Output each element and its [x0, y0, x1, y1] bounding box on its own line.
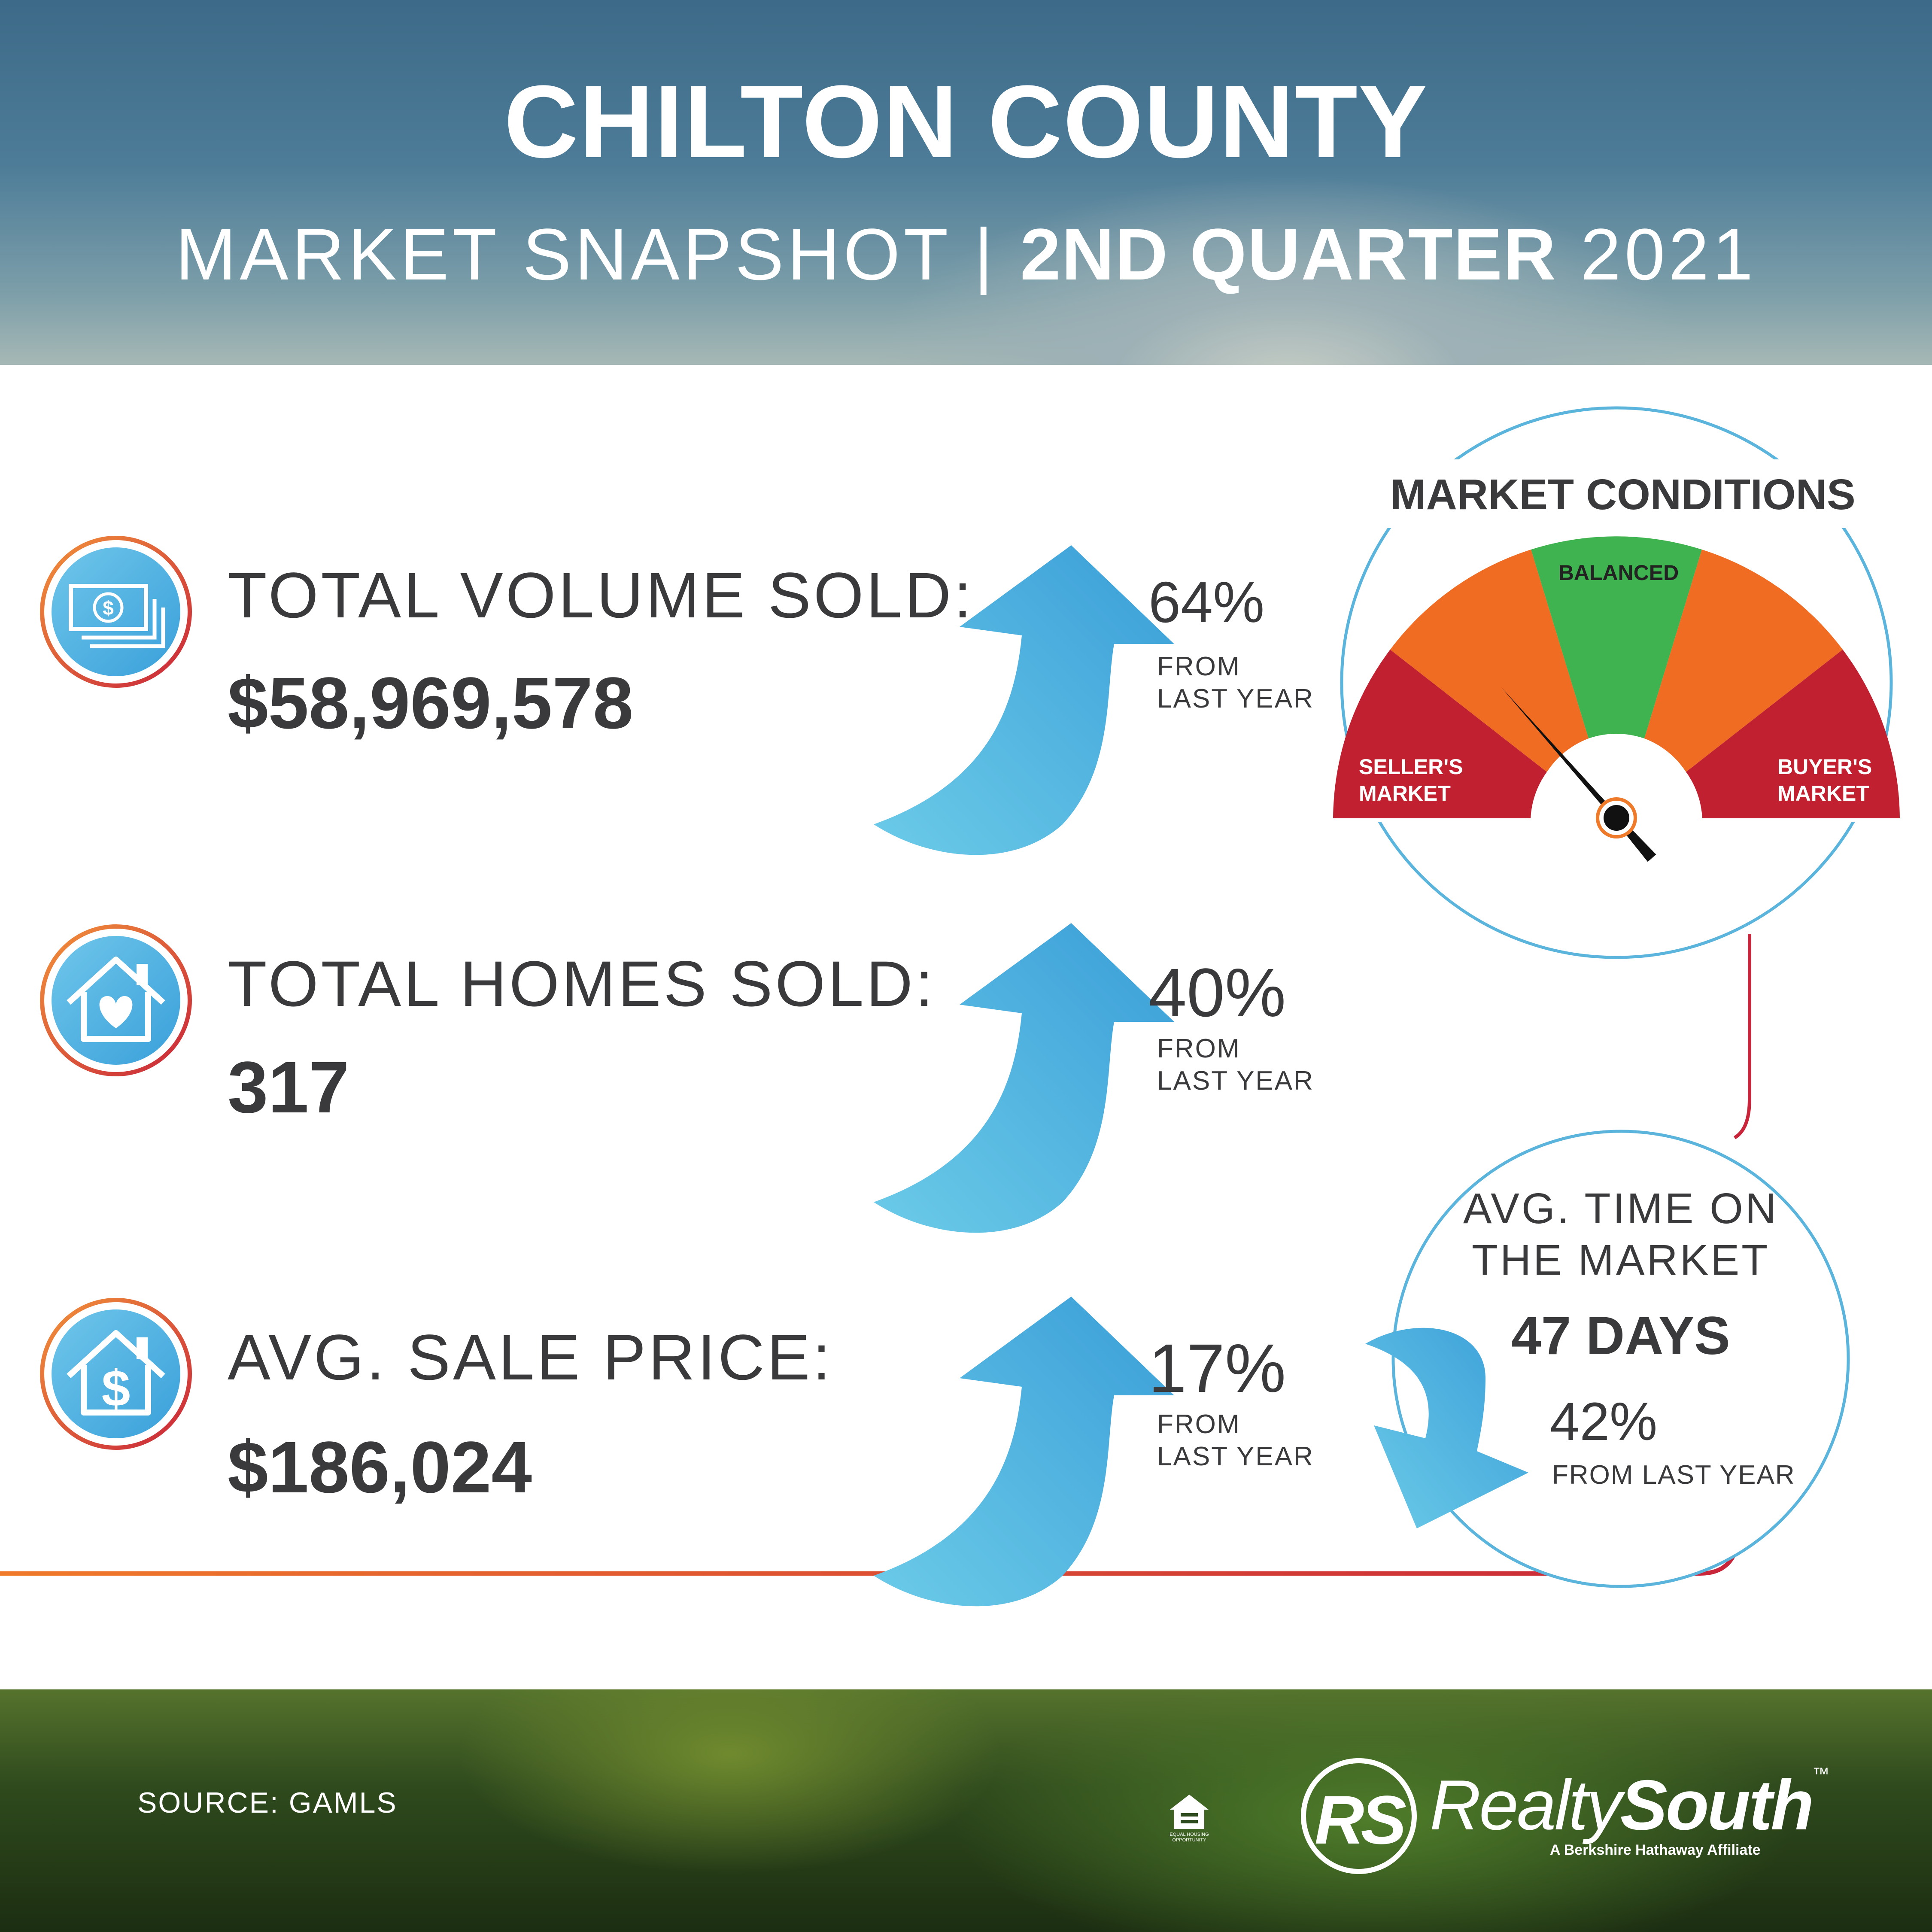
sellers-line: SELLER'S: [1359, 755, 1463, 779]
buyers-line: BUYER'S: [1777, 755, 1872, 779]
money-bill-icon: $: [40, 536, 192, 688]
stat-price-change: 17%: [1148, 1330, 1286, 1406]
gauge-sector-balanced: [1531, 536, 1702, 738]
from-line: FROM: [1157, 1034, 1241, 1063]
brand-wordmark: RealtySouth™: [1430, 1765, 1829, 1846]
realtysouth-logo: RS RealtySouth™ A Berkshire Hathaway Aff…: [1301, 1756, 1838, 1874]
header-banner: [0, 0, 1932, 365]
gauge-sector-sellers: [1333, 650, 1547, 820]
rs-badge: RS: [1301, 1758, 1417, 1874]
stat-homes-change: 40%: [1148, 954, 1286, 1031]
stat-volume-label: TOTAL VOLUME SOLD:: [228, 559, 974, 631]
connector-line: [1733, 934, 1751, 1139]
stat-volume-value: $58,969,578: [228, 662, 634, 744]
page-title: CHILTON COUNTY: [504, 64, 1428, 179]
tom-line-2: THE MARKET: [1471, 1236, 1770, 1284]
gauge-sector-buyers: [1686, 650, 1900, 820]
time-on-market-value: 47 DAYS: [1511, 1306, 1730, 1366]
stat-volume-change-text: FROM LAST YEAR: [1157, 650, 1314, 715]
time-on-market-label: AVG. TIME ON THE MARKET: [1391, 1183, 1850, 1286]
time-on-market-change-text: FROM LAST YEAR: [1552, 1460, 1795, 1490]
subtitle-year: 2021: [1556, 214, 1757, 295]
subtitle-quarter: 2ND QUARTER: [1020, 214, 1557, 295]
market-gauge: [1331, 406, 1902, 959]
from-line: FROM: [1157, 652, 1241, 681]
brand-south: South: [1620, 1765, 1814, 1844]
from-line: FROM: [1157, 1410, 1241, 1439]
down-arrow-days: [1365, 1327, 1528, 1528]
market-line: MARKET: [1777, 781, 1869, 805]
stat-homes-change-text: FROM LAST YEAR: [1157, 1033, 1314, 1097]
stat-homes-label: TOTAL HOMES SOLD:: [228, 948, 936, 1020]
stat-volume-change: 64%: [1148, 570, 1265, 635]
stat-price-label: AVG. SALE PRICE:: [228, 1321, 833, 1393]
rs-monogram: RS: [1314, 1781, 1406, 1858]
house-heart-icon: [40, 924, 192, 1076]
svg-text:$: $: [102, 1360, 131, 1417]
last-year-line: LAST YEAR: [1157, 684, 1314, 714]
gauge-sector-orange-right: [1644, 550, 1843, 772]
market-conditions-title: MARKET CONDITIONS: [1390, 471, 1856, 519]
brand-tm: ™: [1812, 1765, 1829, 1783]
stat-price-change-text: FROM LAST YEAR: [1157, 1408, 1314, 1473]
last-year-line: LAST YEAR: [1157, 1066, 1314, 1096]
time-on-market-change: 42%: [1550, 1392, 1658, 1452]
eho-text: EQUAL HOUSING OPPORTUNITY: [1166, 1832, 1213, 1843]
source-note: SOURCE: GAMLS: [137, 1786, 398, 1819]
eho-line-2: OPPORTUNITY: [1172, 1838, 1206, 1843]
svg-text:$: $: [103, 597, 114, 619]
gauge-label-balanced: BALANCED: [1558, 561, 1679, 585]
footer-banner: [0, 1689, 1932, 1932]
gauge-sector-orange-left: [1390, 550, 1589, 772]
equal-housing-logo: EQUAL HOUSING OPPORTUNITY: [1166, 1792, 1213, 1848]
stat-price-value: $186,024: [228, 1427, 532, 1508]
page-subtitle: MARKET SNAPSHOT | 2ND QUARTER 2021: [0, 213, 1932, 297]
brand-tagline: A Berkshire Hathaway Affiliate: [1550, 1842, 1761, 1858]
gauge-label-sellers: SELLER'S MARKET: [1359, 753, 1463, 807]
gauge-label-buyers: BUYER'S MARKET: [1777, 753, 1872, 807]
stat-homes-value: 317: [228, 1047, 349, 1128]
eho-line-1: EQUAL HOUSING: [1170, 1832, 1209, 1837]
up-arrow-price: [874, 1297, 1174, 1607]
market-line: MARKET: [1359, 781, 1451, 805]
stat-volume-icon-slot: [39, 535, 193, 689]
equal-housing-icon: [1170, 1795, 1209, 1829]
tom-line-1: AVG. TIME ON: [1463, 1185, 1779, 1233]
brand-realty: Realty: [1430, 1765, 1622, 1844]
last-year-line: LAST YEAR: [1157, 1442, 1314, 1471]
subtitle-light: MARKET SNAPSHOT |: [175, 214, 1020, 295]
house-dollar-icon: $: [40, 1298, 192, 1450]
